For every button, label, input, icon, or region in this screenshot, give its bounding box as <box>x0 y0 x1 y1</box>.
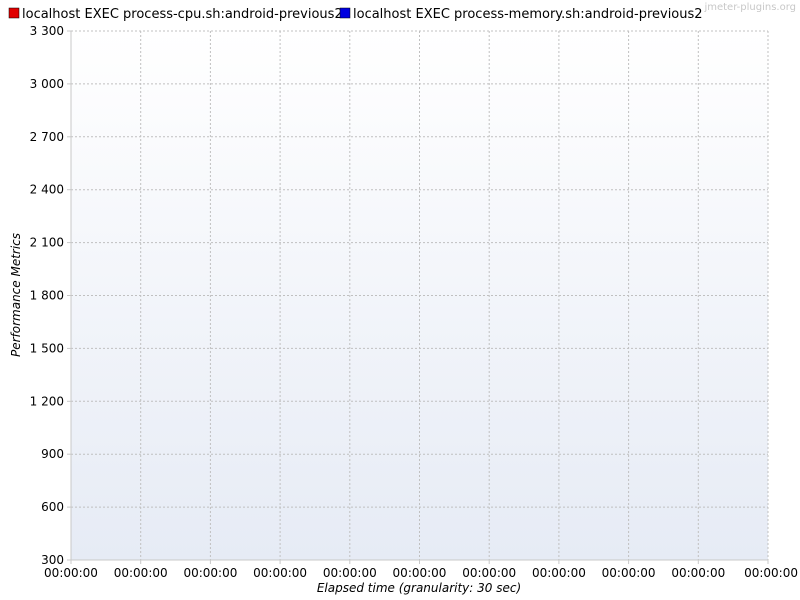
y-tick-label: 1 500 <box>30 341 64 355</box>
legend-swatch-memory <box>339 7 351 19</box>
grid <box>71 30 769 560</box>
legend-swatch-cpu <box>8 7 20 19</box>
y-axis-title: Performance Metrics <box>9 233 23 357</box>
y-tick-label: 2 700 <box>30 130 64 144</box>
x-tick-label: 00:00:00 <box>393 566 447 580</box>
y-tick-label: 300 <box>41 553 64 567</box>
x-axis: 00:00:00 00:00:00 00:00:00 00:00:00 00:00:00… <box>44 560 798 580</box>
x-tick-label: 00:00:00 <box>253 566 307 580</box>
x-axis-title: Elapsed time (granularity: 30 sec) <box>317 581 521 595</box>
y-tick-label: 600 <box>41 500 64 514</box>
y-tick-label: 1 800 <box>30 289 64 303</box>
x-tick-label: 00:00:00 <box>744 566 798 580</box>
x-tick-label: 00:00:00 <box>532 566 586 580</box>
watermark: jmeter-plugins.org <box>703 2 796 13</box>
x-tick-label: 00:00:00 <box>183 566 237 580</box>
x-tick-label: 00:00:00 <box>44 566 98 580</box>
y-tick-label: 3 300 <box>30 24 64 38</box>
y-tick-label: 900 <box>41 447 64 461</box>
x-tick-label: 00:00:00 <box>323 566 377 580</box>
legend-label-memory: localhost EXEC process-memory.sh:android… <box>353 7 703 22</box>
legend-label-cpu: localhost EXEC process-cpu.sh:android-pr… <box>22 7 343 22</box>
x-tick-label: 00:00:00 <box>114 566 168 580</box>
y-tick-label: 2 400 <box>30 183 64 197</box>
y-tick-label: 2 100 <box>30 236 64 250</box>
x-tick-label: 00:00:00 <box>602 566 656 580</box>
y-axis: 300 600 900 1 200 1 500 1 800 2 100 2 400 2 700 3… <box>30 24 71 567</box>
x-tick-label: 00:00:00 <box>462 566 516 580</box>
y-tick-label: 1 200 <box>30 394 64 408</box>
y-tick-label: 3 000 <box>30 77 64 91</box>
legend: localhost EXEC process-cpu.sh:android-pr… <box>8 7 703 22</box>
x-tick-label: 00:00:00 <box>671 566 725 580</box>
